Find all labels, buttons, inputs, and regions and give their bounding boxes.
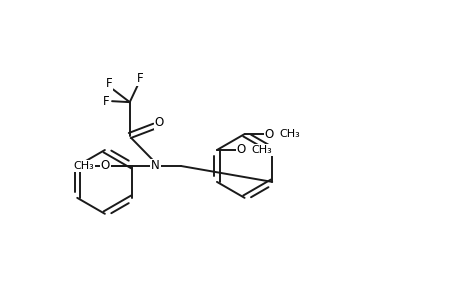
Text: F: F (137, 72, 144, 85)
Text: F: F (103, 95, 109, 108)
Text: O: O (236, 143, 246, 157)
Text: CH₃: CH₃ (279, 129, 299, 139)
Text: O: O (154, 116, 163, 129)
Text: F: F (106, 77, 112, 90)
Text: CH₃: CH₃ (251, 145, 272, 155)
Text: O: O (264, 128, 273, 141)
Text: O: O (101, 159, 110, 172)
Text: CH₃: CH₃ (73, 161, 94, 171)
Text: N: N (151, 159, 159, 172)
